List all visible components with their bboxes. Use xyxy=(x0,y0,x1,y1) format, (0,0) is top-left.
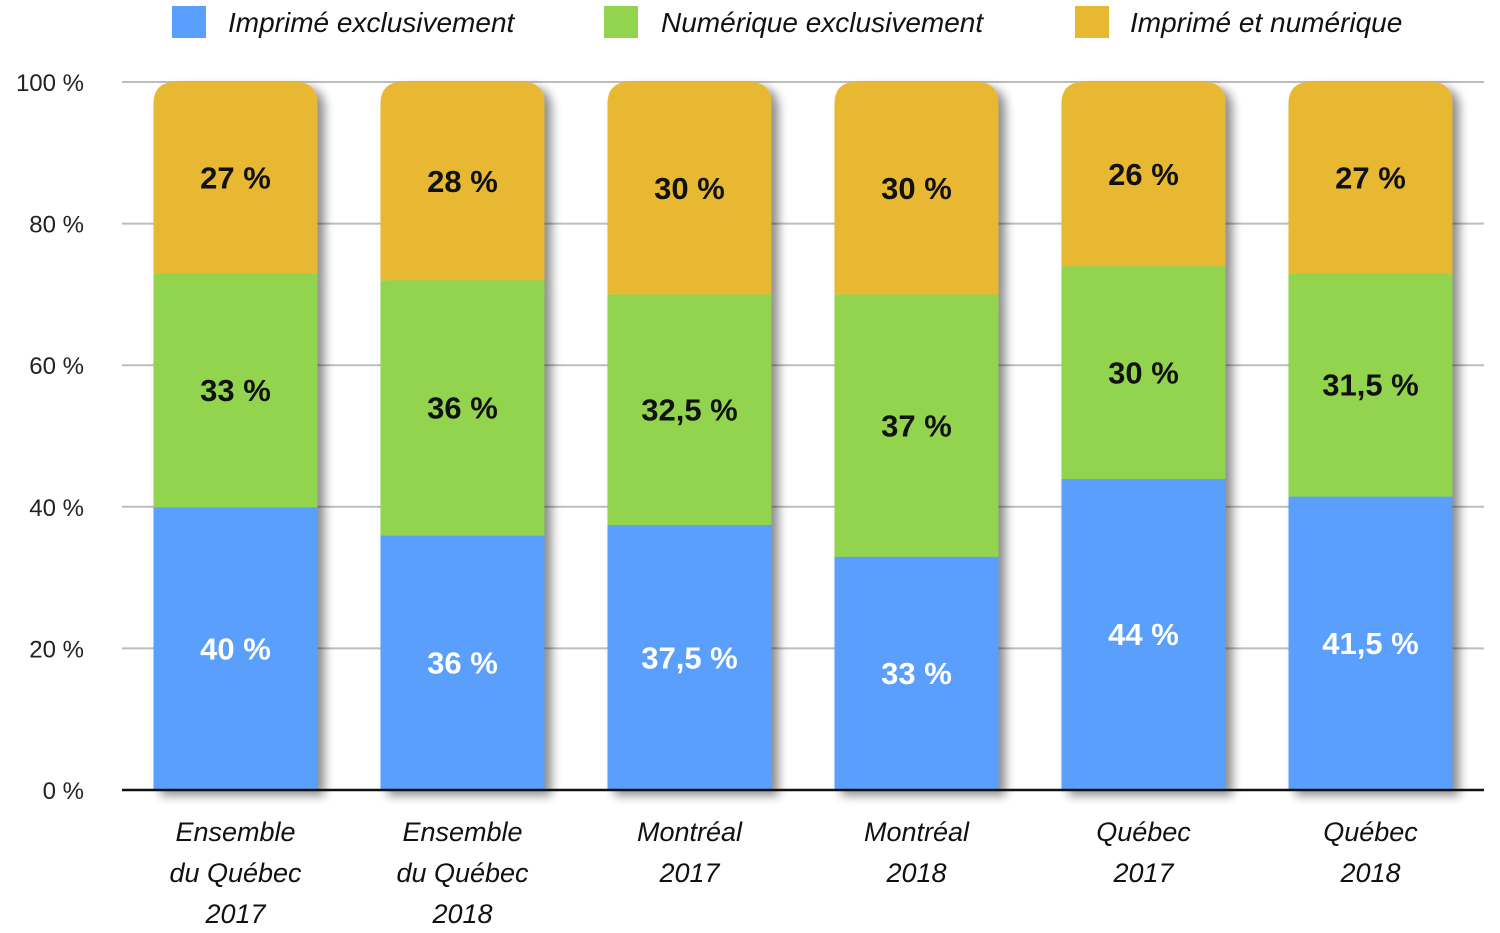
bar-segment xyxy=(607,524,772,791)
bar-segment xyxy=(834,82,999,295)
bar-segment xyxy=(1288,273,1453,497)
bar-segment xyxy=(1061,82,1226,267)
data-labels: 40 % 33 % 27 % 36 % 36 % 28 % 37,5 % 32,5 % 30 %… xyxy=(200,157,1419,691)
legend-swatch xyxy=(172,6,206,38)
bar-stack xyxy=(153,82,318,791)
legend-swatch xyxy=(1075,6,1109,38)
bar-stack xyxy=(1061,82,1226,791)
bar-stack xyxy=(1288,82,1453,791)
y-tick-label: 20 % xyxy=(29,636,84,663)
x-tick-label: Montréal 2017 xyxy=(637,817,743,888)
y-tick-label: 60 % xyxy=(29,353,84,380)
bar-stack xyxy=(380,82,545,791)
x-tick-label: Ensemble du Québec 2018 xyxy=(396,817,529,929)
bar-segment xyxy=(1061,266,1226,479)
y-tick-label: 100 % xyxy=(16,70,84,97)
bar-segment xyxy=(607,294,772,525)
data-label: 44 % xyxy=(1108,617,1179,652)
legend-label: Imprimé exclusivement xyxy=(228,7,516,38)
bar-segment xyxy=(380,82,545,281)
data-label: 31,5 % xyxy=(1322,368,1419,403)
x-tick-label: Québec 2018 xyxy=(1323,817,1418,888)
data-label: 37 % xyxy=(881,408,952,443)
legend-label: Numérique exclusivement xyxy=(661,7,984,38)
x-tick-label: Québec 2017 xyxy=(1096,817,1191,888)
data-label: 40 % xyxy=(200,631,271,666)
data-label: 41,5 % xyxy=(1322,626,1419,661)
bars xyxy=(153,82,1453,791)
data-label: 36 % xyxy=(427,646,498,681)
bar-segment xyxy=(1288,496,1453,791)
bar-segment xyxy=(607,82,772,295)
bar-segment xyxy=(153,82,318,274)
data-label: 27 % xyxy=(200,161,271,196)
bar-segment xyxy=(1288,82,1453,274)
bar-stack xyxy=(834,82,999,791)
bar-segment xyxy=(1061,478,1226,791)
data-label: 33 % xyxy=(200,373,271,408)
bar-segment xyxy=(380,280,545,536)
data-label: 27 % xyxy=(1335,161,1406,196)
legend-label: Imprimé et numérique xyxy=(1130,7,1402,38)
data-label: 30 % xyxy=(1108,355,1179,390)
x-tick-label: Montréal 2018 xyxy=(864,817,970,888)
x-axis: Ensemble du Québec 2017 Ensemble du Québec 20… xyxy=(122,788,1484,929)
legend-swatch xyxy=(604,6,638,38)
data-label: 26 % xyxy=(1108,157,1179,192)
y-tick-label: 40 % xyxy=(29,495,84,522)
legend: Imprimé exclusivement Numérique exclusive… xyxy=(172,6,1402,38)
data-label: 37,5 % xyxy=(641,640,738,675)
bar-segment xyxy=(834,294,999,557)
y-tick-label: 80 % xyxy=(29,212,84,239)
grid: 0 % 20 % 40 % 60 % 80 % 100 % xyxy=(16,70,1484,805)
bar-segment xyxy=(153,506,318,791)
data-label: 30 % xyxy=(654,171,725,206)
bar-segment xyxy=(380,535,545,791)
data-label: 30 % xyxy=(881,171,952,206)
data-label: 28 % xyxy=(427,164,498,199)
bar-stack xyxy=(607,82,772,791)
data-label: 33 % xyxy=(881,656,952,691)
data-label: 32,5 % xyxy=(641,392,738,427)
x-tick-label: Ensemble du Québec 2017 xyxy=(169,817,302,929)
bar-segment xyxy=(834,556,999,791)
data-label: 36 % xyxy=(427,391,498,426)
y-tick-label: 0 % xyxy=(43,778,84,805)
bar-segment xyxy=(153,273,318,508)
